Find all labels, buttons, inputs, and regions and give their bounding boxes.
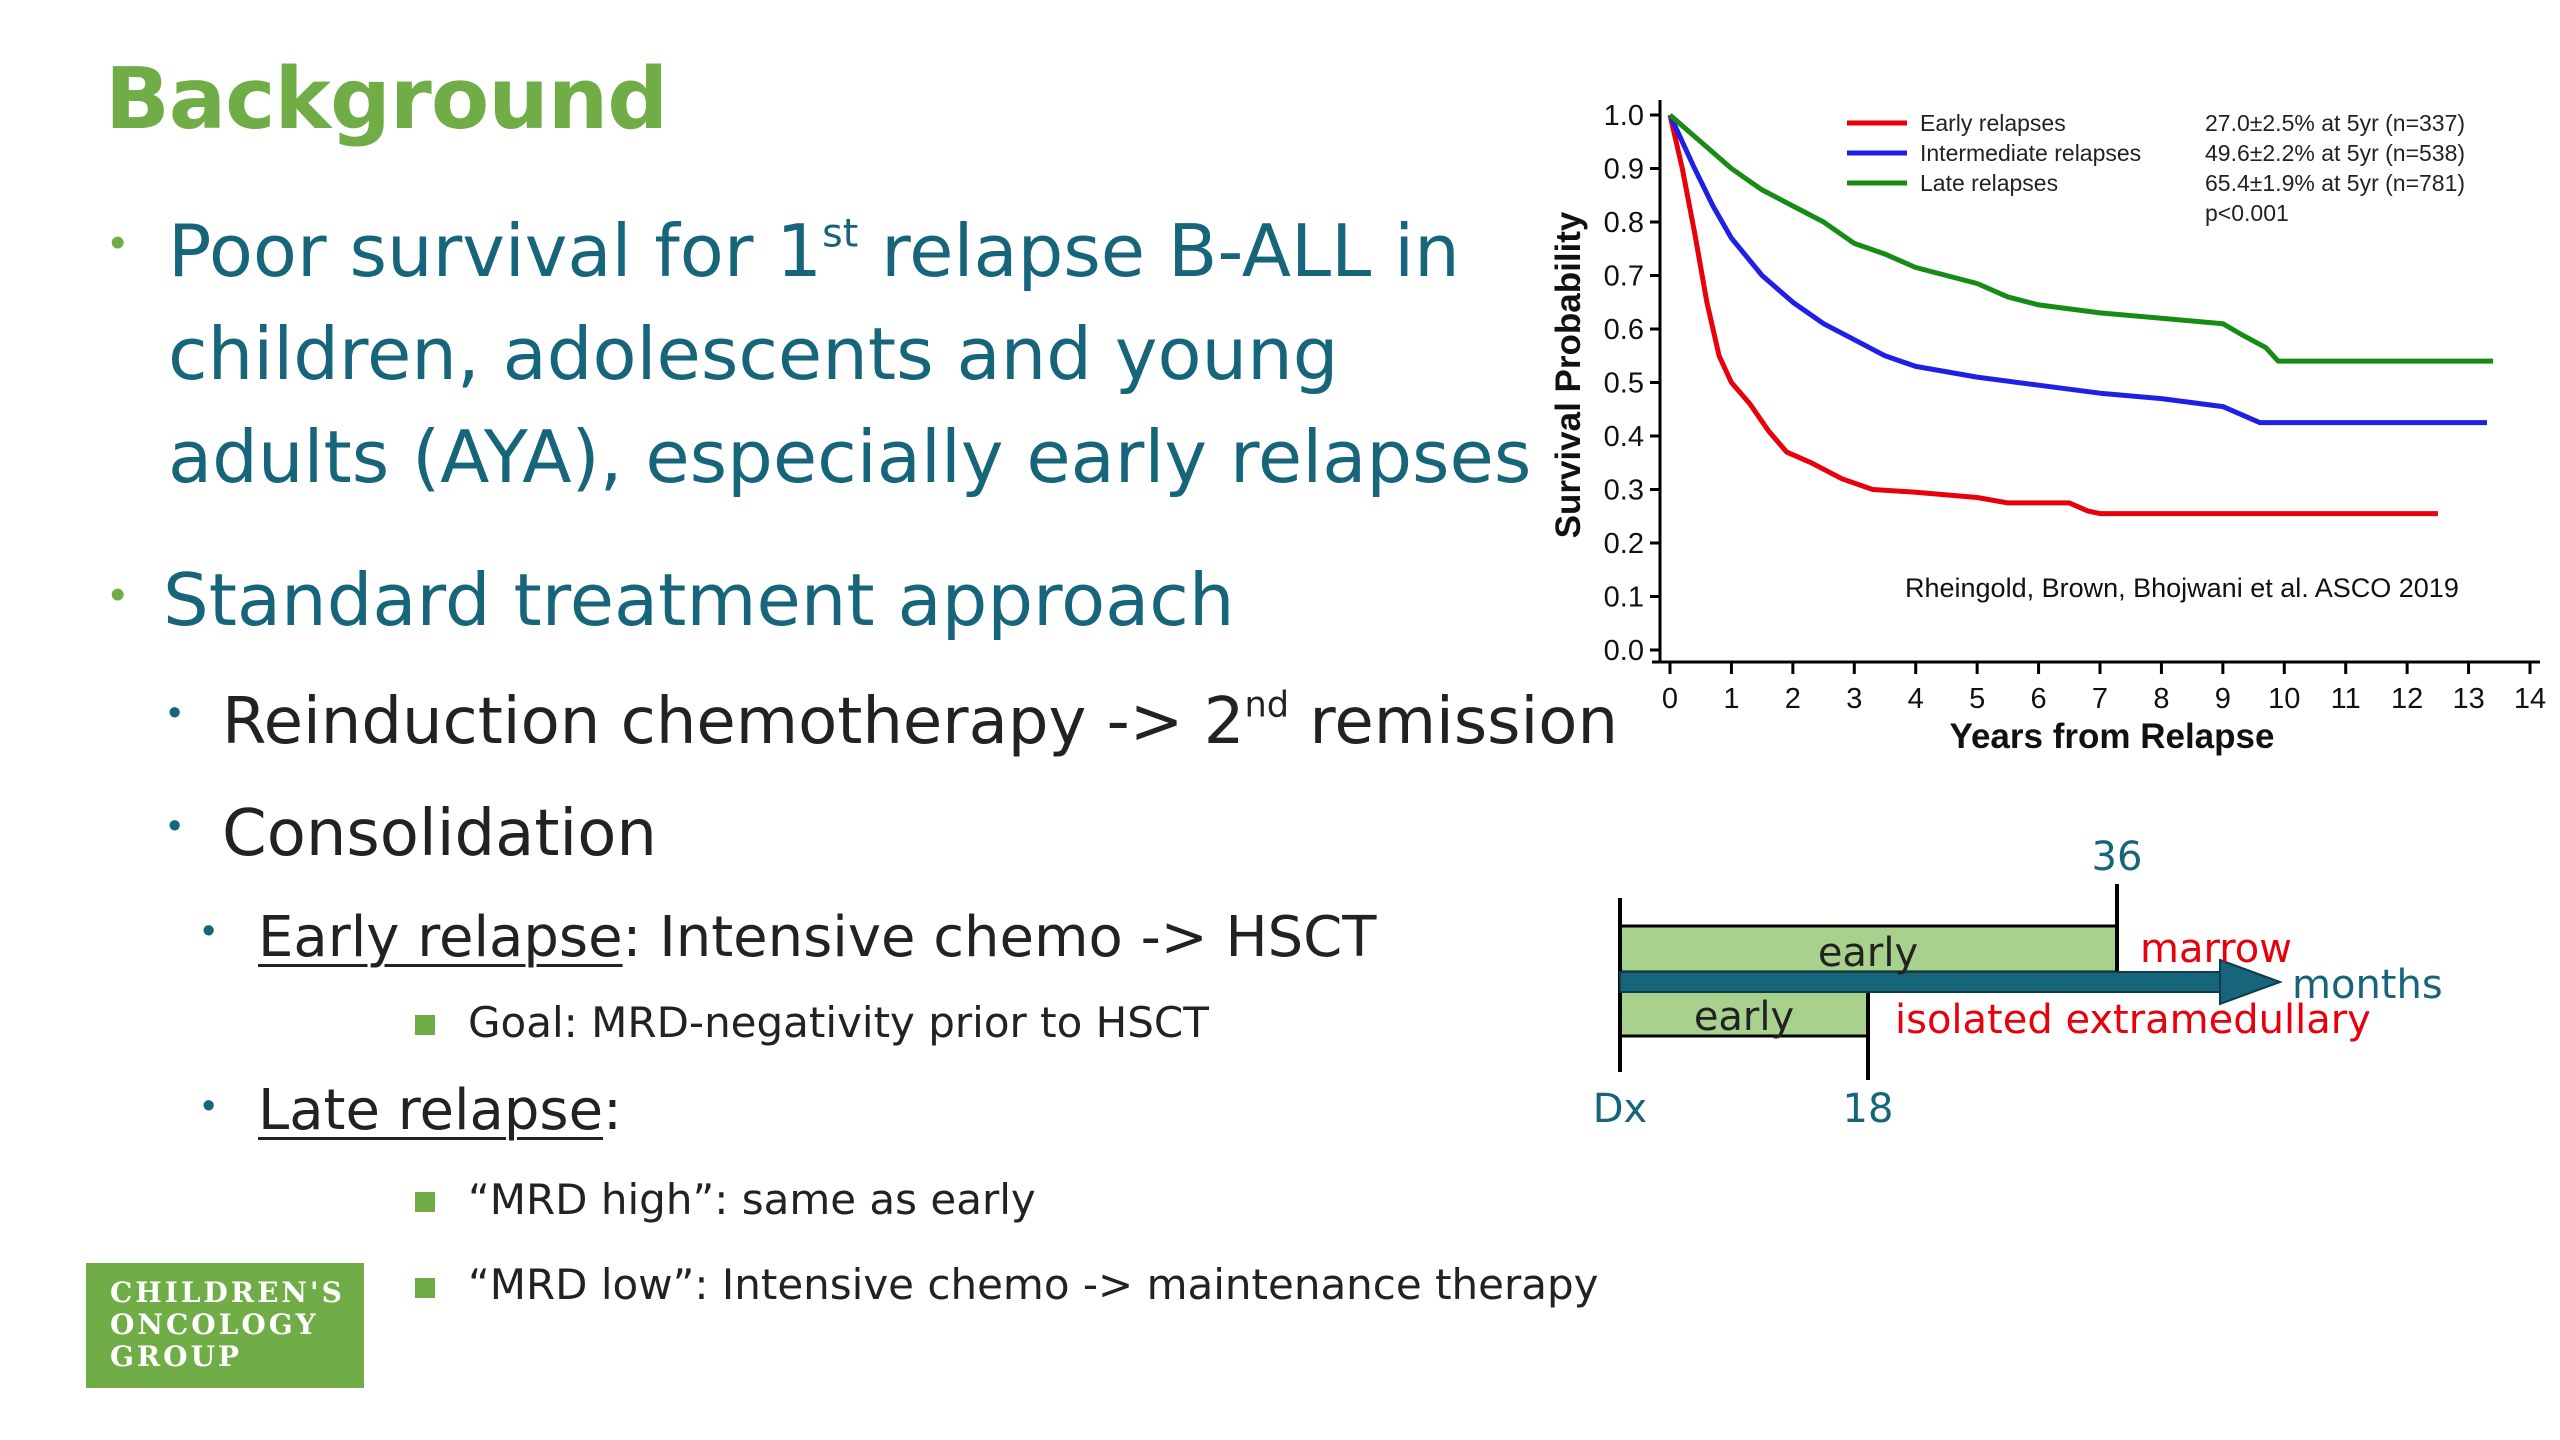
late-relapse-text: Late relapse: <box>258 1078 622 1143</box>
x-tick-label: 3 <box>1846 683 1862 715</box>
x-tick-label: 11 <box>2331 683 2361 715</box>
y-tick-label: 0.2 <box>1604 528 1644 560</box>
series-line-intermediate <box>1667 113 2487 426</box>
series-line-early <box>1667 114 2438 517</box>
bullet-dot: • <box>110 570 126 619</box>
y-axis-label: Survival Probability <box>1549 211 1588 538</box>
label-early-bottom: early <box>1694 994 1794 1040</box>
series-line-late <box>1668 113 2494 364</box>
sub-bullet-dot: • <box>168 692 182 734</box>
relapse-timeline-diagram: early early 36 18 Dx marrow isolated ext… <box>1593 834 2443 1132</box>
y-tick-label: 0.3 <box>1604 475 1644 507</box>
bullet-poor-survival: Poor survival for 1st relapse B-ALL in c… <box>168 209 1532 499</box>
x-axis-label: Years from Relapse <box>1950 717 2275 756</box>
goal-text: Goal: MRD-negativity prior to HSCT <box>468 998 1209 1047</box>
y-tick-label: 1.0 <box>1604 100 1644 132</box>
label-extramedullary: isolated extramedullary <box>1895 997 2371 1043</box>
y-tick-label: 0.6 <box>1604 314 1644 346</box>
p-value: p<0.001 <box>2205 200 2289 226</box>
label-36: 36 <box>2092 834 2143 880</box>
legend-label-late: Late relapses <box>1920 170 2058 196</box>
square-bullet <box>415 1278 435 1298</box>
label-early-top: early <box>1818 930 1918 976</box>
x-tick-label: 9 <box>2215 683 2231 715</box>
x-tick-label: 10 <box>2268 683 2300 715</box>
mrd-high-text: “MRD high”: same as early <box>468 1175 1036 1224</box>
x-tick-label: 8 <box>2153 683 2169 715</box>
x-tick-label: 1 <box>1723 683 1739 715</box>
x-tick-label: 0 <box>1662 683 1678 715</box>
sub-reinduction: Reinduction chemotherapy -> 2nd remissio… <box>222 684 1619 759</box>
months-arrow-head <box>2219 958 2283 1006</box>
mrd-low-text: “MRD low”: Intensive chemo -> maintenanc… <box>468 1260 1599 1309</box>
x-tick-label: 14 <box>2514 683 2546 715</box>
sub-bullet-dot: • <box>168 805 182 847</box>
cog-logo: CHILDREN'S ONCOLOGY GROUP <box>86 1263 364 1388</box>
y-tick-label: 0.7 <box>1604 261 1644 293</box>
x-tick-label: 7 <box>2092 683 2108 715</box>
x-tick-label: 5 <box>1969 683 1985 715</box>
x-tick-label: 4 <box>1908 683 1924 715</box>
early-extramedullary-bar <box>1618 988 1870 1038</box>
square-bullet <box>415 1015 435 1035</box>
x-tick-label: 2 <box>1785 683 1801 715</box>
y-tick-label: 0.9 <box>1604 154 1644 186</box>
y-tick-label: 0.0 <box>1604 635 1644 667</box>
citation: Rheingold, Brown, Bhojwani et al. ASCO 2… <box>1905 573 2459 603</box>
early-relapse-text: Early relapse: Intensive chemo -> HSCT <box>258 905 1377 970</box>
label-18: 18 <box>1843 1086 1894 1132</box>
slide-title: Background <box>105 50 668 149</box>
y-tick-label: 0.4 <box>1604 421 1644 453</box>
y-tick-label: 0.5 <box>1604 368 1644 400</box>
x-tick-label: 13 <box>2452 683 2484 715</box>
x-tick-label: 12 <box>2391 683 2423 715</box>
sub-consolidation: Consolidation <box>222 797 657 871</box>
legend-stat-intermediate: 49.6±2.2% at 5yr (n=538) <box>2205 140 2465 166</box>
x-tick-label: 6 <box>2031 683 2047 715</box>
bullet-dot: • <box>110 218 126 267</box>
y-tick-label: 0.1 <box>1604 582 1644 614</box>
label-marrow: marrow <box>2140 926 2292 972</box>
y-tick-label: 0.8 <box>1604 207 1644 239</box>
square-bullet <box>415 1192 435 1212</box>
months-arrow-shaft <box>1619 971 2221 993</box>
legend-stat-early: 27.0±2.5% at 5yr (n=337) <box>2205 110 2465 136</box>
label-months: months <box>2292 962 2443 1008</box>
legend-label-early: Early relapses <box>1920 110 2066 136</box>
legend-stat-late: 65.4±1.9% at 5yr (n=781) <box>2205 170 2465 196</box>
label-dx: Dx <box>1593 1086 1647 1132</box>
sub-bullet-dot: • <box>202 1085 216 1127</box>
sub-bullet-dot: • <box>202 910 216 952</box>
legend-label-intermediate: Intermediate relapses <box>1920 140 2141 166</box>
early-marrow-bar <box>1618 924 2119 974</box>
survival-chart: 0.00.10.20.30.40.50.60.70.80.91.00 1 2 3 4 5 6… <box>1549 100 2546 756</box>
bullet-standard-treatment: Standard treatment approach <box>163 558 1235 642</box>
